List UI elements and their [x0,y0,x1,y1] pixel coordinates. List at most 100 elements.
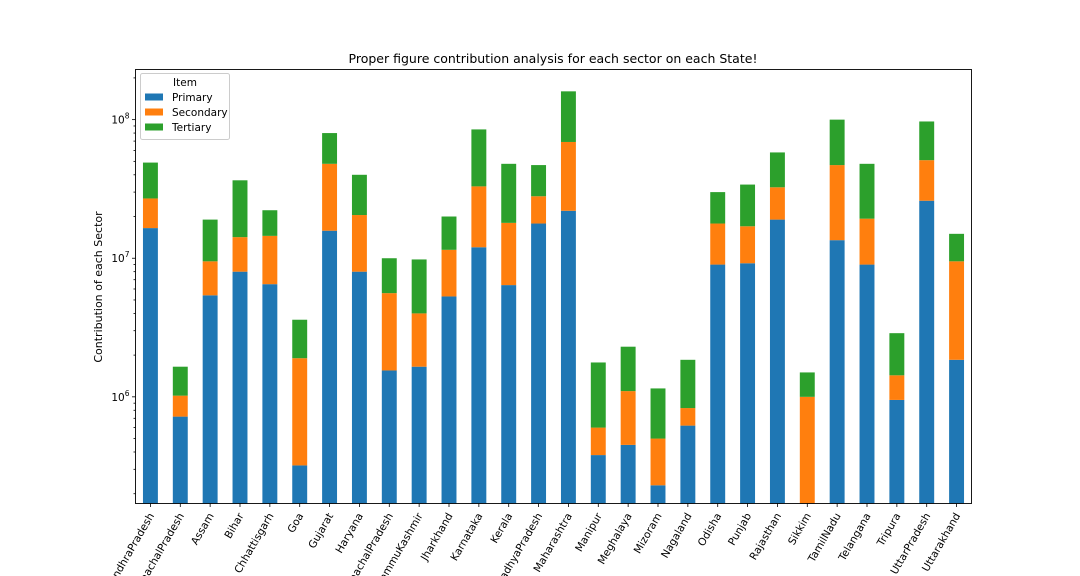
bar-secondary-punjab [740,226,756,264]
bar-tertiary-jammukashmir [411,259,427,314]
bar-secondary-sikkim [799,396,815,504]
legend-box [140,73,230,140]
bar-tertiary-uttarpradesh [919,121,935,161]
bar-tertiary-rajasthan [769,152,785,188]
bar-secondary-chhattisgarh [262,235,278,285]
x-tick-label: Gujarat [306,511,336,551]
bar-secondary-andhrapradesh [142,198,158,229]
bar-secondary-jharkhand [441,249,457,297]
legend-swatch-tertiary [145,123,163,131]
bar-tertiary-bihar [232,180,248,238]
bar-secondary-uttarpradesh [919,160,935,201]
bar-primary-punjab [740,263,756,504]
bar-secondary-meghalaya [620,391,636,445]
bar-secondary-haryana [351,215,367,272]
bar-tertiary-manipur [590,362,606,428]
bar-primary-odisha [710,264,726,504]
bar-primary-manipur [590,455,606,504]
bar-secondary-odisha [710,223,726,265]
bar-secondary-tripura [889,375,905,400]
bar-secondary-arunachalpradesh [172,395,188,417]
bar-primary-madhyapradesh [531,223,547,504]
bar-primary-andhrapradesh [142,228,158,504]
bar-primary-chhattisgarh [262,284,278,504]
bar-primary-tripura [889,399,905,504]
bar-primary-telangana [859,264,875,504]
x-tick-label: Goa [285,511,306,535]
bar-secondary-bihar [232,237,248,272]
bar-tertiary-uttarakhand [949,233,965,262]
bar-secondary-madhyapradesh [531,196,547,224]
bar-primary-goa [292,465,308,504]
x-tick-label: Nagaland [659,511,694,560]
bar-primary-himachalpradesh [381,370,397,504]
bar-tertiary-andhrapradesh [142,162,158,199]
bar-tertiary-himachalpradesh [381,258,397,294]
x-tick-label: Bihar [222,510,246,540]
bar-primary-maharashtra [560,210,576,504]
bar-tertiary-meghalaya [620,346,636,392]
x-tick-label: Kerala [488,511,515,546]
bar-tertiary-arunachalpradesh [172,366,188,396]
bar-tertiary-mizoram [650,388,666,439]
bar-secondary-uttarakhand [949,261,965,360]
legend: Item Primary Secondary Tertiary [140,73,230,140]
plot-frame [135,69,972,504]
bar-tertiary-nagaland [680,359,696,409]
bar-primary-assam [202,295,218,504]
bar-tertiary-karnataka [471,129,487,187]
y-tick-label: 108 [111,112,129,127]
bar-tertiary-tripura [889,333,905,376]
bar-secondary-nagaland [680,408,696,426]
bar-tertiary-sikkim [799,372,815,397]
bar-secondary-tamilnadu [829,165,845,241]
bar-tertiary-gujarat [322,133,338,164]
bar-primary-uttarpradesh [919,200,935,504]
bar-secondary-telangana [859,218,875,265]
bar-primary-haryana [351,271,367,504]
x-tick-label: Manipur [573,510,605,554]
bar-tertiary-telangana [859,163,875,219]
bar-secondary-goa [292,358,308,466]
bar-primary-jharkhand [441,296,457,504]
bar-primary-rajasthan [769,219,785,504]
bar-tertiary-maharashtra [560,91,576,142]
bar-tertiary-kerala [501,163,517,223]
bar-secondary-karnataka [471,186,487,248]
bar-primary-gujarat [322,230,338,504]
x-tick-label: Odisha [696,511,725,549]
bar-primary-uttarakhand [949,359,965,504]
bar-secondary-rajasthan [769,187,785,220]
bar-tertiary-tamilnadu [829,119,845,166]
bars-layer [142,91,965,504]
bar-secondary-assam [202,261,218,296]
bar-secondary-manipur [590,427,606,456]
x-tick-label: Tripura [875,511,904,549]
legend-label-primary: Primary [172,92,213,104]
bar-primary-bihar [232,271,248,504]
bar-primary-jammukashmir [411,366,427,504]
y-axis: 106 107 108 [111,77,136,495]
bar-tertiary-punjab [740,184,756,227]
y-axis-label: Contribution of each Sector [92,211,105,363]
legend-title: Item [173,77,197,89]
x-tick-label: Assam [189,511,217,547]
x-tick-label: Mizoram [632,511,665,556]
bar-primary-meghalaya [620,444,636,504]
x-tick-label: Sikkim [786,511,814,547]
bar-tertiary-goa [292,319,308,359]
x-tick-label: Haryana [333,511,366,555]
bar-primary-nagaland [680,425,696,504]
legend-label-tertiary: Tertiary [171,122,211,134]
bar-tertiary-assam [202,219,218,262]
legend-swatch-secondary [145,108,163,116]
legend-label-secondary: Secondary [172,107,228,119]
bar-secondary-mizoram [650,438,666,486]
bar-secondary-kerala [501,222,517,286]
legend-swatch-primary [145,93,163,101]
x-tick-label: Punjab [726,511,754,548]
y-tick-label: 107 [111,250,129,265]
bar-secondary-gujarat [322,163,338,231]
